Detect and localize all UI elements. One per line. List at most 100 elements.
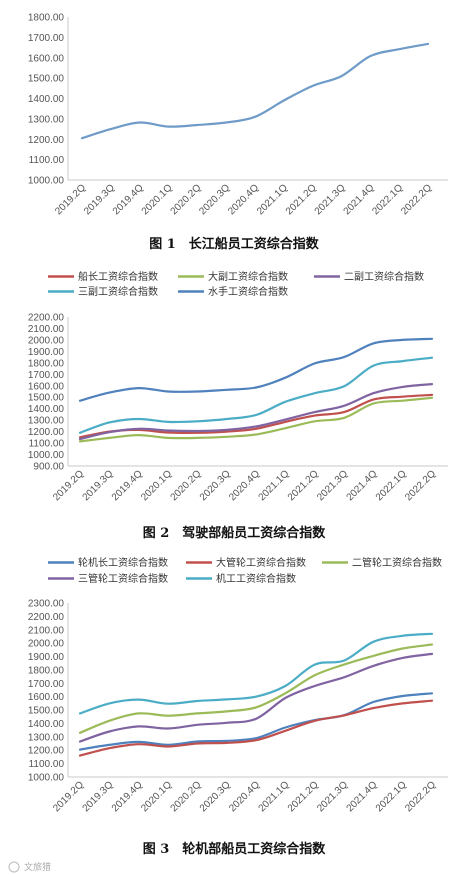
x-tick-label: 2022.2Q (403, 779, 438, 814)
x-tick-label: 2019.2Q (53, 182, 88, 217)
series-line-1 (80, 42, 430, 140)
x-tick-label: 2020.2Q (169, 182, 204, 217)
chart-1: 1000.00 1100.00 1200.00 1300.00 1400.00 1500.… (28, 13, 448, 252)
legend-label: 大管轮工资综合指数 (216, 556, 306, 569)
x-tick-label: 2019.3Q (81, 468, 116, 503)
y-tick-label: 1700.00 (28, 33, 65, 44)
series-line-4 (78, 652, 434, 743)
x-tick-label: 2020.2Q (169, 468, 204, 503)
series-line-4 (78, 356, 434, 434)
x-tick-label: 2022.2Q (399, 182, 434, 217)
x-tick-label: 2021.4Q (345, 779, 380, 814)
x-tick-label: 2022.1Q (370, 182, 405, 217)
y-tick-label: 900.00 (33, 462, 64, 473)
y-tick-label: 2300.00 (28, 599, 65, 610)
series-line-5 (78, 337, 434, 402)
y-tick-label: 2100.00 (28, 625, 65, 636)
x-tick-label: 2022.1Q (374, 779, 409, 814)
legend-label: 船长工资综合指数 (78, 270, 158, 283)
legend-label: 水手工资综合指数 (208, 285, 288, 298)
y-tick-label: 1200.00 (28, 135, 65, 146)
series-line-3 (78, 383, 434, 441)
y-tick-label: 1100.00 (29, 439, 65, 450)
series-line-2 (78, 396, 434, 443)
y-tick-label: 1600.00 (28, 692, 65, 703)
x-tick-label: 2020.3Q (198, 779, 233, 814)
y-tick-label: 1800.00 (28, 13, 65, 24)
y-tick-label: 1000.00 (28, 773, 65, 784)
series-line-2 (78, 699, 434, 757)
chart-3-x-ticks: 2019.2Q2019.3Q2019.4Q2020.1Q2020.2Q2020.… (51, 779, 438, 814)
y-tick-label: 1500.00 (28, 706, 65, 717)
legend-label: 三副工资综合指数 (78, 285, 158, 298)
y-tick-label: 1500.00 (28, 74, 65, 85)
y-tick-label: 1200.00 (28, 427, 65, 438)
x-tick-label: 2019.4Q (110, 468, 145, 503)
y-tick-label: 2000.00 (28, 639, 65, 650)
y-tick-label: 2000.00 (28, 335, 65, 346)
x-tick-label: 2022.2Q (403, 468, 438, 503)
y-tick-label: 1400.00 (28, 719, 65, 730)
y-tick-label: 1700.00 (28, 370, 65, 381)
chart-1-series (80, 42, 430, 140)
y-tick-label: 1300.00 (28, 114, 65, 125)
x-tick-label: 2020.4Q (226, 182, 261, 217)
chart-1-y-ticks: 1000.00 1100.00 1200.00 1300.00 1400.00 1500.… (28, 13, 65, 187)
chart-2-x-ticks: 2019.2Q2019.3Q2019.4Q2020.1Q2020.2Q2020.… (51, 468, 438, 503)
watermark: 文旅猎 (8, 861, 51, 873)
y-tick-label: 1700.00 (28, 679, 65, 690)
y-tick-label: 1200.00 (28, 746, 65, 757)
x-tick-label: 2020.4Q (227, 779, 262, 814)
chart-2-series (78, 337, 434, 443)
y-tick-label: 2200.00 (28, 313, 65, 324)
x-tick-label: 2021.1Q (257, 468, 292, 503)
x-tick-label: 2021.2Q (286, 779, 321, 814)
chart-3-caption: 图 3 轮机部船员工资综合指数 (143, 841, 327, 857)
legend-label: 机工工资综合指数 (216, 572, 296, 585)
y-tick-label: 2200.00 (28, 612, 65, 623)
x-tick-label: 2019.3Q (82, 182, 117, 217)
x-tick-label: 2020.1Q (140, 182, 175, 217)
x-tick-label: 2021.2Q (284, 182, 319, 217)
y-tick-label: 1800.00 (28, 665, 65, 676)
legend-label: 大副工资综合指数 (208, 270, 288, 283)
legend-label: 轮机长工资综合指数 (78, 556, 168, 569)
y-tick-label: 1900.00 (28, 347, 65, 358)
watermark-text: 文旅猎 (24, 861, 51, 873)
y-tick-label: 1100.00 (29, 155, 65, 166)
chart-1-caption: 图 1 长江船员工资综合指数 (149, 236, 320, 252)
y-tick-label: 1000.00 (28, 450, 65, 461)
x-tick-label: 2021.3Q (315, 468, 350, 503)
series-line-3 (78, 643, 434, 734)
x-tick-label: 2019.4Q (111, 182, 146, 217)
x-tick-label: 2021.1Q (255, 182, 290, 217)
series-line-5 (78, 632, 434, 715)
y-tick-label: 1400.00 (28, 94, 65, 105)
y-tick-label: 1300.00 (28, 416, 65, 427)
y-tick-label: 1600.00 (28, 381, 65, 392)
x-tick-label: 2020.3Q (198, 468, 233, 503)
x-tick-label: 2021.1Q (257, 779, 292, 814)
x-tick-label: 2022.1Q (374, 468, 409, 503)
y-tick-label: 2100.00 (28, 324, 65, 335)
series-line-1 (78, 692, 434, 751)
legend-label: 二管轮工资综合指数 (352, 556, 442, 569)
x-tick-label: 2021.4Q (345, 468, 380, 503)
legend-label: 三管轮工资综合指数 (78, 572, 168, 585)
x-tick-label: 2020.1Q (139, 468, 174, 503)
chart-2-y-ticks: 900.001000.001100.001200.001300.001400.0… (28, 313, 65, 473)
x-tick-label: 2019.2Q (51, 779, 86, 814)
x-tick-label: 2020.2Q (169, 779, 204, 814)
y-tick-label: 1500.00 (28, 393, 65, 404)
legend-label: 二副工资综合指数 (344, 270, 424, 283)
y-tick-label: 1000.00 (28, 176, 65, 187)
watermark-logo-icon (8, 861, 20, 873)
chart-3-series (78, 632, 434, 757)
x-tick-label: 2021.3Q (315, 779, 350, 814)
